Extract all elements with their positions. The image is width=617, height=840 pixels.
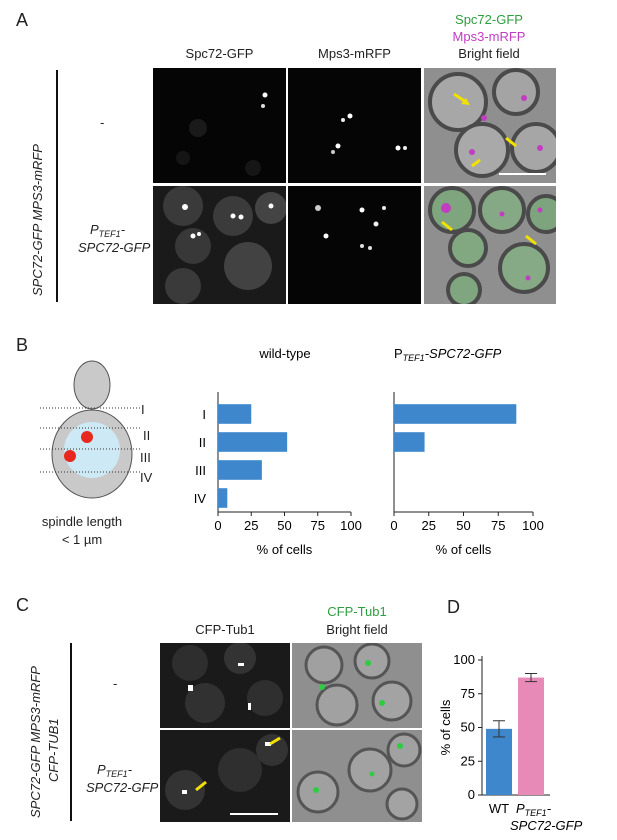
panel-c-genotype-1: SPC72-GFP MPS3-mRFP	[28, 666, 43, 818]
y-tick-label: 100	[453, 652, 475, 667]
panel-c-img-cfp-row2	[160, 730, 290, 822]
y-tick-label: 25	[461, 753, 475, 768]
x-axis-label: % of cells	[436, 542, 492, 557]
panel-a-legend-bf: Bright field	[458, 46, 520, 61]
panel-a-header-rfp: Mps3-mRFP	[318, 46, 391, 61]
bar	[218, 432, 288, 452]
chart-ptef1: 0 25 50 75 100 % of cells PTEF1-SPC72-GFP	[390, 346, 544, 557]
chart-title: wild-type	[258, 346, 310, 361]
x-tick-label: 25	[422, 518, 436, 533]
panel-a-row2-label-line2: SPC72-GFP	[78, 240, 151, 255]
panel-c-legend-cfp: CFP-Tub1	[327, 604, 387, 619]
x-tick-label: 75	[311, 518, 325, 533]
category-label: WT	[489, 801, 509, 816]
panel-c-row2-label: PTEF1-	[97, 762, 133, 779]
chart-percent-cells: 0 25 50 75 100 % of cells WT PTEF1-SPC72-GFP	[440, 652, 583, 833]
panel-b-level-2: II	[143, 428, 151, 443]
bar	[394, 432, 425, 452]
panel-a-legend-rfp: Mps3-mRFP	[452, 29, 526, 44]
panel-b-level-3: III	[140, 450, 151, 465]
x-tick-label: 50	[277, 518, 291, 533]
chart-title: PTEF1-SPC72-GFP	[394, 346, 502, 363]
panel-c-legend-bf: Bright field	[326, 622, 388, 637]
panel-a-img-rfp-row1	[288, 68, 421, 183]
category-label: PTEF1-	[516, 801, 552, 818]
category-label: II	[199, 435, 206, 450]
panel-c-img-cfp-row1	[160, 643, 290, 728]
panel-b-level-1: I	[141, 402, 145, 417]
category-label-line2: SPC72-GFP	[510, 818, 583, 833]
panel-b-level-4: IV	[140, 470, 153, 485]
category-label: I	[202, 407, 206, 422]
panel-b-letter: B	[16, 335, 29, 355]
x-tick-label: 50	[456, 518, 470, 533]
panel-a-img-merge-row2	[424, 186, 556, 304]
panel-b-caption-2: < 1 µm	[61, 532, 103, 547]
panel-c-img-merge-row1	[292, 643, 422, 728]
panel-c-header-cfp: CFP-Tub1	[195, 622, 255, 637]
x-tick-label: 25	[244, 518, 258, 533]
panel-a-row1-label: -	[100, 115, 105, 130]
bar	[518, 677, 544, 795]
panel-a-img-gfp-row2	[153, 186, 286, 304]
x-tick-label: 100	[340, 518, 362, 533]
panel-a-img-rfp-row2	[288, 186, 421, 304]
x-tick-label: 100	[522, 518, 544, 533]
panel-a-legend-gfp: Spc72-GFP	[455, 12, 523, 27]
bar	[218, 404, 252, 424]
y-tick-label: 0	[468, 787, 475, 802]
category-label: III	[195, 463, 206, 478]
category-label: IV	[194, 491, 207, 506]
panel-c-bracket	[70, 643, 72, 821]
panel-c-row1-label: -	[113, 676, 118, 691]
panel-c-row2-label-line2: SPC72-GFP	[86, 780, 159, 795]
panel-a-bracket	[56, 70, 58, 302]
panel-a-row2-label: PTEF1-	[90, 222, 126, 239]
panel-a-genotype: SPC72-GFP MPS3-mRFP	[30, 144, 45, 296]
y-tick-label: 50	[461, 720, 475, 735]
x-tick-label: 75	[491, 518, 505, 533]
y-axis-label: % of cells	[440, 699, 453, 755]
panel-a-img-gfp-row1	[153, 68, 286, 183]
panel-a-img-merge-row1	[424, 68, 556, 183]
panel-a-header-gfp: Spc72-GFP	[185, 46, 254, 61]
panel-a-letter: A	[16, 10, 29, 30]
y-tick-label: 75	[461, 686, 475, 701]
panel-b-caption-1: spindle length	[41, 514, 123, 529]
x-tick-label: 0	[214, 518, 221, 533]
panel-d-letter: D	[447, 597, 460, 617]
bar	[394, 404, 517, 424]
x-tick-label: 0	[390, 518, 397, 533]
panel-c-letter: C	[16, 595, 29, 615]
bar	[218, 460, 262, 480]
panel-c-img-merge-row2	[292, 730, 422, 822]
panel-c-genotype-2: CFP-TUB1	[46, 718, 61, 782]
panel-b-cell-diagram	[40, 360, 140, 499]
bar	[486, 728, 512, 795]
x-axis-label: % of cells	[257, 542, 313, 557]
bar	[218, 488, 228, 508]
